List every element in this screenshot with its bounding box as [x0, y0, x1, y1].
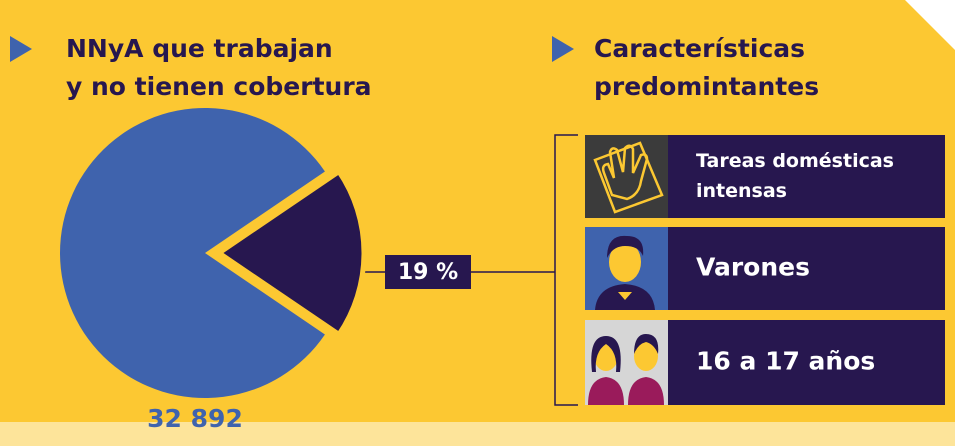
item-label: intensas	[696, 180, 787, 202]
pie-slice	[214, 168, 367, 338]
item-box	[668, 227, 945, 310]
bullet	[10, 36, 32, 62]
item-box	[668, 135, 945, 218]
bottom-band	[0, 422, 955, 446]
panel-heading: Características	[594, 34, 805, 63]
total-label: 32 892	[147, 404, 243, 433]
bullet	[552, 36, 574, 62]
glove-icon	[593, 141, 664, 214]
panel-heading: predomintantes	[594, 72, 819, 101]
item-label: Varones	[696, 253, 810, 282]
pie-slice	[60, 107, 325, 398]
item-box	[668, 320, 945, 405]
corner-cut	[905, 0, 955, 50]
bracket	[554, 134, 578, 406]
item-label: Tareas domésticas	[696, 150, 894, 172]
man-icon	[595, 235, 655, 310]
value-label-box	[385, 255, 471, 289]
value-label: 19 %	[398, 260, 458, 285]
chart-title: NNyA que trabajan	[66, 34, 333, 63]
chart-title: y no tienen cobertura	[66, 72, 372, 101]
item-label: 16 a 17 años	[696, 347, 875, 376]
people-icon	[588, 334, 664, 405]
